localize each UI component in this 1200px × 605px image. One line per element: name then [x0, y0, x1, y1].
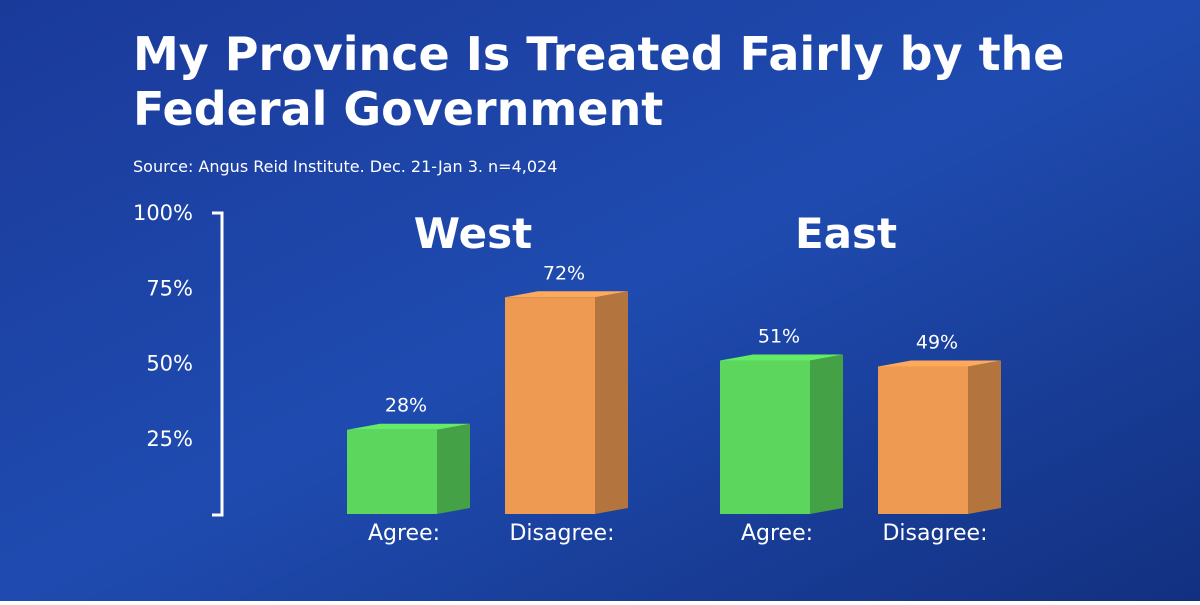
chart-title: Federal Government — [133, 82, 663, 136]
value-label: 28% — [385, 395, 427, 417]
bar-side — [595, 291, 628, 514]
category-label: Agree: — [368, 521, 440, 546]
value-label: 49% — [916, 332, 958, 354]
bar-side — [437, 423, 470, 514]
bar — [505, 297, 595, 514]
bar — [878, 366, 968, 514]
y-tick-label: 75% — [146, 276, 193, 300]
category-label: Agree: — [741, 521, 813, 546]
bar-top — [878, 360, 1001, 367]
bar-top — [505, 291, 628, 298]
chart-title: My Province Is Treated Fairly by the — [133, 27, 1065, 81]
category-label: Disagree: — [509, 521, 614, 546]
group-label: West — [414, 209, 532, 258]
chart-subtitle: Source: Angus Reid Institute. Dec. 21-Ja… — [133, 157, 557, 176]
value-label: 51% — [758, 325, 800, 347]
y-tick-label: 100% — [133, 201, 193, 225]
value-label: 72% — [543, 262, 585, 284]
y-tick-label: 50% — [146, 352, 193, 376]
bar-top — [720, 354, 843, 361]
y-tick-label: 25% — [146, 427, 193, 451]
group-label: East — [795, 209, 897, 258]
bar-side — [968, 360, 1001, 514]
y-axis-bracket — [212, 211, 224, 517]
bar-top — [347, 423, 470, 430]
bar-side — [810, 354, 843, 514]
bar — [347, 429, 437, 514]
bar — [720, 360, 810, 514]
category-label: Disagree: — [882, 521, 987, 546]
